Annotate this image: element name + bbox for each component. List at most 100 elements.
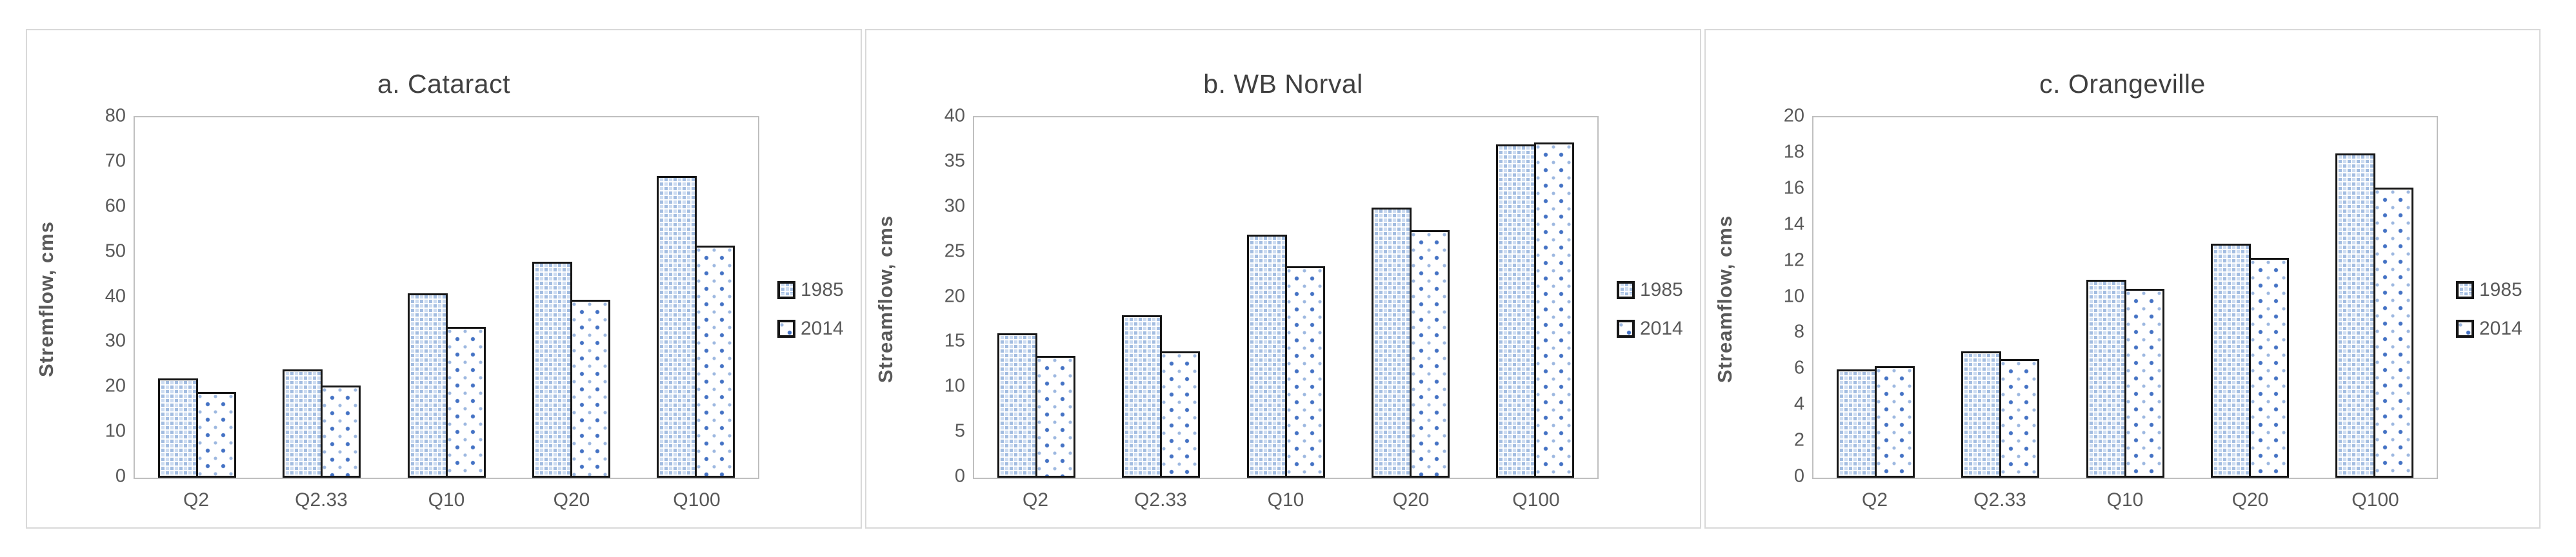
y-axis-tick-label: 0 bbox=[1793, 465, 1804, 487]
legend-swatch-2014-icon bbox=[2456, 320, 2474, 338]
y-axis-tick-label: 0 bbox=[115, 465, 126, 487]
x-axis-category-label: Q100 bbox=[2351, 489, 2399, 511]
y-axis-tick-label: 12 bbox=[1783, 249, 1804, 271]
bar-1985-Q2.33 bbox=[1961, 351, 2002, 478]
y-axis-tick-labels: 0 2 4 6 8 10 12 14 16 18 20 bbox=[1732, 106, 1804, 487]
legend-label: 2014 bbox=[801, 318, 844, 339]
x-axis-category-labels: Q2 Q2.33 Q10 Q20 Q100 bbox=[134, 489, 759, 511]
bar-2014-Q2.33 bbox=[1999, 358, 2040, 478]
legend-item-2014: 2014 bbox=[777, 319, 844, 338]
bar-2014-Q2 bbox=[196, 392, 237, 478]
y-axis-tick-label: 60 bbox=[105, 195, 126, 217]
bar-1985-Q20 bbox=[1371, 207, 1412, 478]
y-axis-tick-label: 2 bbox=[1793, 429, 1804, 451]
chart-panel-wb-norval: b. WB Norval Streamflow, cms 0 5 10 15 20 25 3… bbox=[865, 29, 1701, 529]
bar-group-Q10 bbox=[2062, 117, 2187, 478]
y-axis-tick-label: 25 bbox=[944, 240, 965, 262]
legend-item-1985: 1985 bbox=[2456, 280, 2522, 300]
legend-item-2014: 2014 bbox=[2456, 319, 2522, 338]
y-axis-tick-label: 20 bbox=[1783, 105, 1804, 126]
x-axis-category-label: Q2 bbox=[1022, 489, 1049, 511]
legend-label: 2014 bbox=[2479, 318, 2522, 339]
x-axis-category-label: Q100 bbox=[1512, 489, 1560, 511]
bar-2014-Q10 bbox=[445, 326, 486, 478]
legend: 1985 2014 bbox=[777, 280, 844, 338]
bar-1985-Q20 bbox=[532, 261, 572, 478]
bar-group-Q100 bbox=[634, 117, 758, 478]
y-axis-tick-label: 4 bbox=[1793, 393, 1804, 415]
bar-2014-Q20 bbox=[2248, 258, 2289, 478]
bar-1985-Q2.33 bbox=[283, 369, 323, 478]
bar-group-Q20 bbox=[1348, 117, 1473, 478]
legend: 1985 2014 bbox=[2456, 280, 2522, 338]
x-axis-category-label: Q20 bbox=[553, 489, 590, 511]
x-axis-category-label: Q10 bbox=[428, 489, 465, 511]
x-axis-category-labels: Q2 Q2.33 Q10 Q20 Q100 bbox=[973, 489, 1599, 511]
y-axis-tick-label: 8 bbox=[1793, 321, 1804, 342]
chart-title: b. WB Norval bbox=[1203, 69, 1363, 99]
y-axis-tick-label: 0 bbox=[954, 465, 965, 487]
x-axis-category-label: Q2.33 bbox=[1973, 489, 2026, 511]
y-axis-tick-label: 30 bbox=[105, 330, 126, 351]
y-axis-tick-label: 10 bbox=[1783, 286, 1804, 306]
bar-1985-Q100 bbox=[2335, 153, 2375, 478]
bar-2014-Q2.33 bbox=[321, 385, 361, 478]
bar-1985-Q2 bbox=[997, 333, 1038, 478]
y-axis-tick-labels: 0 10 20 30 40 50 60 70 80 bbox=[53, 106, 126, 487]
bar-1985-Q2.33 bbox=[1122, 315, 1163, 478]
bar-2014-Q20 bbox=[1409, 230, 1450, 478]
chart-panel-orangeville: c. Orangeville Streamflow, cms 0 2 4 6 8 10 12… bbox=[1704, 29, 2541, 529]
x-axis-category-label: Q20 bbox=[1392, 489, 1430, 511]
y-axis-tick-label: 40 bbox=[105, 286, 126, 306]
bar-2014-Q2 bbox=[1035, 356, 1076, 478]
chart-title: a. Cataract bbox=[377, 69, 511, 99]
chart-panel-cataract: a. Cataract Stremflow, cms 0 10 20 30 40 50 60… bbox=[26, 29, 862, 529]
x-axis-category-label: Q10 bbox=[1267, 489, 1304, 511]
y-axis-tick-label: 30 bbox=[944, 195, 965, 217]
plot-area bbox=[973, 116, 1599, 479]
bar-2014-Q100 bbox=[1533, 142, 1574, 478]
bar-2014-Q100 bbox=[694, 246, 735, 478]
bar-2014-Q2.33 bbox=[1160, 351, 1201, 478]
x-axis-category-label: Q20 bbox=[2232, 489, 2269, 511]
legend-label: 2014 bbox=[1640, 318, 1683, 339]
y-axis-tick-label: 20 bbox=[944, 286, 965, 306]
bar-group-Q2.33 bbox=[1099, 117, 1223, 478]
legend-swatch-2014-icon bbox=[1617, 320, 1635, 338]
bar-1985-Q100 bbox=[656, 175, 697, 478]
bar-2014-Q20 bbox=[570, 300, 610, 478]
legend-swatch-2014-icon bbox=[777, 320, 795, 338]
legend-item-1985: 1985 bbox=[1617, 280, 1683, 300]
bar-1985-Q10 bbox=[1246, 234, 1287, 478]
y-axis-tick-label: 70 bbox=[105, 150, 126, 171]
y-axis-tick-label: 80 bbox=[105, 105, 126, 126]
bar-group-Q10 bbox=[384, 117, 508, 478]
y-axis-tick-label: 50 bbox=[105, 240, 126, 262]
y-axis-tick-label: 15 bbox=[944, 330, 965, 351]
bar-group-Q2.33 bbox=[259, 117, 384, 478]
plot-area bbox=[1812, 116, 2438, 479]
bar-group-Q10 bbox=[1223, 117, 1348, 478]
bar-group-Q2 bbox=[1813, 117, 1938, 478]
y-axis-tick-labels: 0 5 10 15 20 25 30 35 40 bbox=[892, 106, 965, 487]
y-axis-tick-label: 35 bbox=[944, 150, 965, 171]
chart-title: c. Orangeville bbox=[2039, 69, 2206, 99]
bar-group-Q20 bbox=[2188, 117, 2312, 478]
bar-1985-Q10 bbox=[2086, 279, 2126, 478]
bar-1985-Q2 bbox=[1837, 369, 1877, 478]
bar-1985-Q2 bbox=[158, 378, 199, 478]
bar-1985-Q10 bbox=[407, 293, 448, 478]
y-axis-tick-label: 20 bbox=[105, 375, 126, 396]
bar-group-Q2.33 bbox=[1938, 117, 2062, 478]
x-axis-category-labels: Q2 Q2.33 Q10 Q20 Q100 bbox=[1812, 489, 2438, 511]
legend-swatch-1985-icon bbox=[777, 281, 795, 299]
bar-group-Q2 bbox=[135, 117, 259, 478]
bar-group-Q100 bbox=[1473, 117, 1597, 478]
bar-group-Q20 bbox=[509, 117, 634, 478]
bar-1985-Q20 bbox=[2210, 243, 2251, 478]
y-axis-tick-label: 5 bbox=[954, 420, 965, 442]
x-axis-category-label: Q100 bbox=[673, 489, 721, 511]
y-axis-tick-label: 6 bbox=[1793, 357, 1804, 378]
bar-group-Q2 bbox=[974, 117, 1099, 478]
